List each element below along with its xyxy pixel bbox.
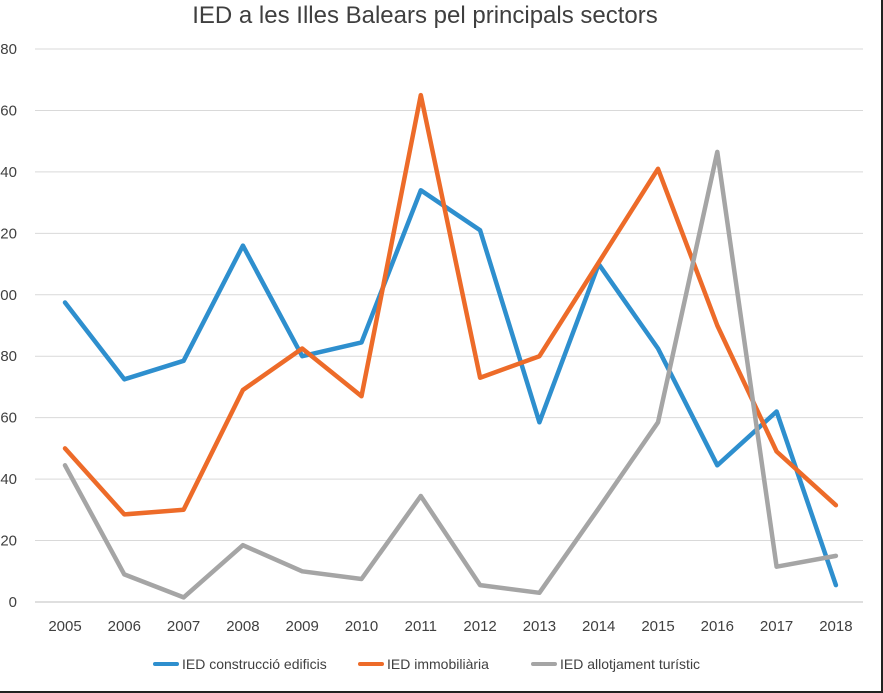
- x-tick-label: 2007: [167, 618, 200, 635]
- x-axis-tick-labels: 2005 2006 2007 2008 2009 2010 2011 2012 2013 2014…: [48, 618, 852, 635]
- x-tick-label: 2006: [108, 618, 141, 635]
- legend: IED construcció edificis IED immobiliària…: [153, 656, 700, 672]
- legend-label: IED allotjament turístic: [560, 656, 700, 672]
- x-tick-label: 2012: [463, 618, 496, 635]
- y-tick-label: 140: [0, 164, 17, 181]
- x-tick-label: 2015: [641, 618, 674, 635]
- x-tick-label: 2008: [226, 618, 259, 635]
- y-tick-label: 160: [0, 102, 17, 119]
- series-line-1: [62, 188, 839, 588]
- y-axis-tick-labels: 0 20 40 60 80 100 120 140 160 180: [0, 41, 17, 611]
- series-line-2: [62, 92, 839, 517]
- legend-label: IED construcció edificis: [182, 656, 327, 672]
- y-tick-label: 100: [0, 287, 17, 304]
- y-tick-label: 40: [0, 471, 17, 488]
- x-tick-label: 2017: [760, 618, 793, 635]
- gridlines: [35, 48, 863, 603]
- series-line-3: [62, 149, 839, 600]
- y-tick-label: 60: [0, 410, 17, 427]
- y-tick-label: 180: [0, 41, 17, 58]
- chart-title: IED a les Illes Balears pel principals s…: [192, 2, 658, 29]
- y-tick-label: 0: [9, 594, 17, 611]
- series-lines: [62, 92, 839, 600]
- x-tick-label: 2009: [286, 618, 319, 635]
- x-tick-label: 2005: [48, 618, 81, 635]
- x-tick-label: 2010: [345, 618, 378, 635]
- x-tick-label: 2016: [701, 618, 734, 635]
- y-tick-label: 20: [0, 533, 17, 550]
- x-tick-label: 2014: [582, 618, 615, 635]
- x-tick-label: 2013: [523, 618, 556, 635]
- legend-label: IED immobiliària: [387, 656, 489, 672]
- y-tick-label: 80: [0, 348, 17, 365]
- x-tick-label: 2018: [819, 618, 852, 635]
- x-tick-label: 2011: [405, 618, 437, 635]
- y-tick-label: 120: [0, 225, 17, 242]
